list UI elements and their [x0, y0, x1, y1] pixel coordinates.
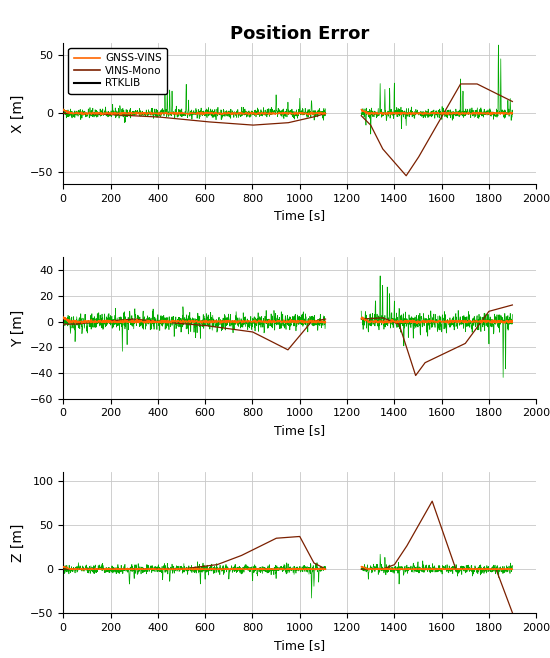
X-axis label: Time [s]: Time [s]	[274, 638, 325, 651]
Y-axis label: Y [m]: Y [m]	[10, 309, 24, 347]
Legend: GNSS-VINS, VINS-Mono, RTKLIB: GNSS-VINS, VINS-Mono, RTKLIB	[68, 48, 167, 93]
Title: Position Error: Position Error	[230, 24, 370, 43]
X-axis label: Time [s]: Time [s]	[274, 209, 325, 222]
Y-axis label: Z [m]: Z [m]	[10, 524, 25, 562]
X-axis label: Time [s]: Time [s]	[274, 424, 325, 437]
Y-axis label: X [m]: X [m]	[10, 94, 25, 132]
